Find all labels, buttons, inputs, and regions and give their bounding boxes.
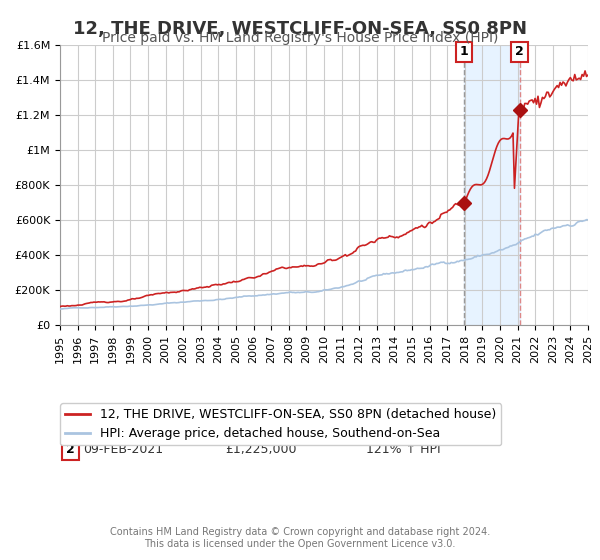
Text: 12-DEC-2017: 12-DEC-2017: [82, 424, 165, 438]
Text: Contains HM Land Registry data © Crown copyright and database right 2024.
This d: Contains HM Land Registry data © Crown c…: [110, 527, 490, 549]
Text: Price paid vs. HM Land Registry's House Price Index (HPI): Price paid vs. HM Land Registry's House …: [102, 31, 498, 45]
Text: £1,225,000: £1,225,000: [225, 443, 296, 456]
Text: 38% ↑ HPI: 38% ↑ HPI: [370, 424, 437, 438]
Text: 2: 2: [515, 45, 524, 58]
Text: 2: 2: [66, 443, 75, 456]
Text: 12, THE DRIVE, WESTCLIFF-ON-SEA, SS0 8PN: 12, THE DRIVE, WESTCLIFF-ON-SEA, SS0 8PN: [73, 20, 527, 38]
Bar: [464, 45, 520, 325]
Text: 1: 1: [460, 45, 468, 58]
Text: £695,000: £695,000: [231, 424, 290, 438]
Text: 121% ↑ HPI: 121% ↑ HPI: [366, 443, 440, 456]
Legend: 12, THE DRIVE, WESTCLIFF-ON-SEA, SS0 8PN (detached house), HPI: Average price, d: 12, THE DRIVE, WESTCLIFF-ON-SEA, SS0 8PN…: [60, 403, 501, 445]
Text: 09-FEB-2021: 09-FEB-2021: [83, 443, 163, 456]
Text: 1: 1: [66, 424, 75, 438]
